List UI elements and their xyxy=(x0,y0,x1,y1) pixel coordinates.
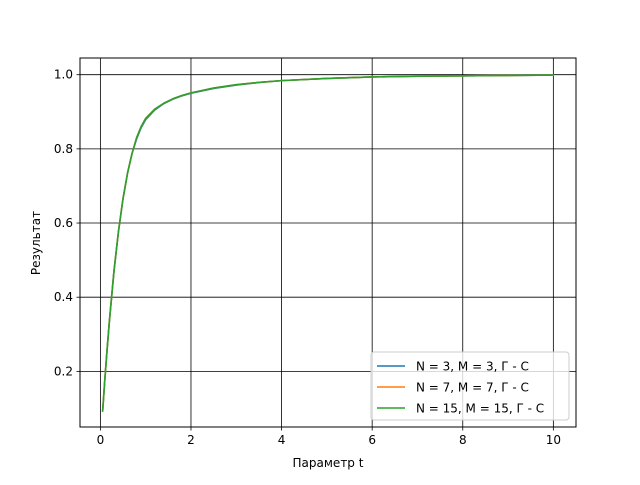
legend-label-2: N = 7, M = 7, Г - С xyxy=(416,381,529,395)
y-axis-label: Результат xyxy=(29,211,43,275)
y-tick-label: 1.0 xyxy=(54,68,73,82)
series-lines xyxy=(101,74,555,412)
y-axis-ticks: 0.2 0.4 0.6 0.8 1.0 xyxy=(54,68,80,378)
legend-entries: N = 3, M = 3, Г - С N = 7, M = 7, Г - С N … xyxy=(377,360,544,416)
y-tick-label: 0.2 xyxy=(54,364,73,378)
series-line-3 xyxy=(101,74,555,412)
legend: N = 3, M = 3, Г - С N = 7, M = 7, Г - С N … xyxy=(370,351,570,421)
x-tick-label: 8 xyxy=(459,433,467,447)
x-axis-ticks: 0 2 4 6 8 10 xyxy=(97,427,561,447)
x-axis-label: Параметр t xyxy=(293,456,364,470)
x-tick-label: 6 xyxy=(368,433,376,447)
y-tick-label: 0.6 xyxy=(54,216,73,230)
plot-frame xyxy=(79,57,577,428)
x-tick-label: 10 xyxy=(546,433,561,447)
x-tick-label: 0 xyxy=(97,433,105,447)
legend-label-1: N = 3, M = 3, Г - С xyxy=(416,360,529,374)
x-tick-label: 4 xyxy=(278,433,286,447)
y-tick-label: 0.8 xyxy=(54,142,73,156)
legend-box xyxy=(370,351,570,421)
legend-label-3: N = 15, M = 15, Г - С xyxy=(416,402,544,416)
y-tick-label: 0.4 xyxy=(54,290,73,304)
x-tick-label: 2 xyxy=(187,433,195,447)
